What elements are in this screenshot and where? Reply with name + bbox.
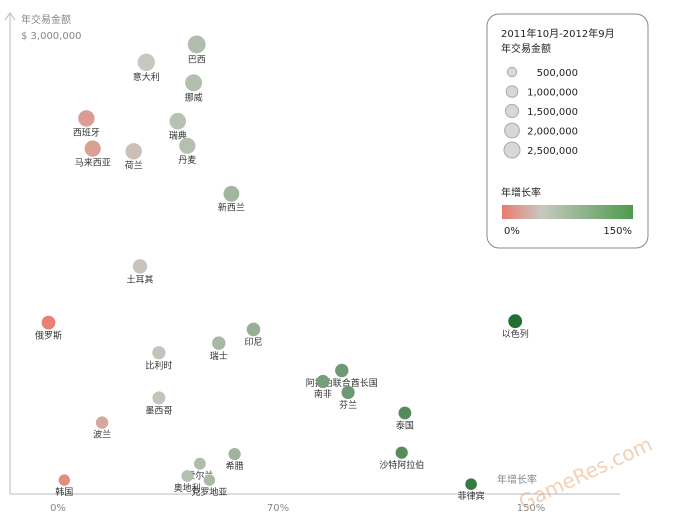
data-point-label: 沙特阿拉伯	[379, 459, 424, 471]
data-point[interactable]	[78, 110, 95, 127]
x-tick-label: 0%	[50, 503, 66, 514]
data-point-label: 奥地利	[174, 482, 201, 494]
data-point-label: 挪威	[185, 91, 203, 103]
legend-size-label: 2,500,000	[527, 146, 578, 157]
data-point-label: 丹麦	[178, 154, 196, 166]
data-point[interactable]	[185, 74, 203, 92]
data-point[interactable]	[341, 385, 355, 399]
legend-color-max: 150%	[603, 226, 632, 237]
data-point[interactable]	[179, 137, 196, 154]
legend-color-min: 0%	[504, 226, 520, 237]
legend-size-circle	[504, 122, 520, 139]
data-point-label: 土耳其	[126, 274, 153, 286]
watermark: GameRes.com	[515, 432, 656, 515]
data-point[interactable]	[228, 448, 241, 461]
data-point[interactable]	[395, 446, 408, 459]
legend-size-label: 1,500,000	[527, 107, 578, 118]
data-point-label: 新西兰	[218, 202, 245, 214]
data-point[interactable]	[41, 315, 56, 330]
data-point[interactable]	[152, 346, 166, 360]
legend: 2011年10月-2012年9月 年交易金额 500,000 1,000,000 1…	[486, 13, 649, 249]
y-axis-arrow-icon	[4, 12, 16, 21]
data-point-label: 印尼	[244, 336, 262, 348]
data-point[interactable]	[508, 314, 523, 329]
x-tick-label: 150%	[517, 503, 546, 514]
legend-size-title: 年交易金额	[501, 42, 551, 55]
legend-size-label: 2,000,000	[527, 127, 578, 138]
legend-size-label: 1,000,000	[527, 88, 578, 99]
data-point-label: 巴西	[188, 54, 206, 65]
data-point-label: 意大利	[133, 71, 160, 83]
x-tick-label: 70%	[267, 503, 289, 514]
legend-color-title: 年增长率	[501, 186, 541, 199]
data-point[interactable]	[169, 112, 187, 130]
data-point-label: 菲律宾	[458, 490, 485, 502]
data-point[interactable]	[187, 35, 206, 54]
data-point[interactable]	[398, 406, 412, 420]
data-point-label: 西班牙	[73, 127, 100, 139]
y-axis-label: 年交易金额	[21, 13, 71, 26]
data-point[interactable]	[194, 457, 206, 470]
data-point-label: 以色列	[502, 328, 529, 340]
data-point-label: 希腊	[226, 460, 244, 472]
data-point[interactable]	[152, 391, 166, 405]
y-axis-top-value: $ 3,000,000	[21, 31, 81, 42]
data-point-label: 墨西哥	[145, 405, 172, 416]
legend-box	[486, 13, 649, 249]
data-point-label: 韩国	[55, 486, 73, 498]
data-point-label: 俄罗斯	[35, 329, 62, 341]
data-point-label: 波兰	[93, 429, 111, 441]
data-point-label: 荷兰	[125, 160, 143, 172]
legend-size-circle	[506, 66, 518, 78]
legend-size-circle	[503, 141, 521, 159]
legend-size-label: 500,000	[537, 68, 578, 79]
x-axis-label: 年增长率	[497, 473, 537, 486]
data-point[interactable]	[223, 185, 240, 202]
data-point[interactable]	[246, 322, 261, 337]
data-point[interactable]	[335, 363, 349, 378]
data-point-label: 克罗地亚	[191, 486, 227, 498]
data-point[interactable]	[181, 470, 194, 482]
data-point[interactable]	[84, 140, 101, 157]
data-point-label: 比利时	[145, 359, 172, 371]
data-point[interactable]	[465, 478, 477, 491]
data-point-label: 芬兰	[339, 399, 357, 411]
data-point[interactable]	[132, 259, 148, 274]
data-point[interactable]	[95, 416, 109, 429]
data-point-label: 南非	[314, 388, 332, 400]
data-point[interactable]	[58, 474, 70, 486]
data-point[interactable]	[125, 143, 142, 160]
legend-title: 2011年10月-2012年9月	[501, 27, 615, 40]
data-point-label: 泰国	[396, 419, 414, 431]
data-point[interactable]	[212, 336, 226, 350]
data-point-label: 瑞典	[169, 130, 187, 142]
legend-color-bar	[502, 205, 633, 219]
legend-size-circle	[505, 85, 519, 98]
legend-size-scale: 500,000 1,000,000 1,500,000 2,000,000 2,500,…	[503, 66, 578, 159]
data-point-label: 马来西亚	[75, 158, 111, 169]
legend-size-circle	[504, 103, 520, 119]
data-point-label: 瑞士	[210, 350, 228, 362]
data-point[interactable]	[316, 374, 330, 389]
data-point[interactable]	[203, 474, 216, 486]
data-point[interactable]	[137, 53, 155, 71]
